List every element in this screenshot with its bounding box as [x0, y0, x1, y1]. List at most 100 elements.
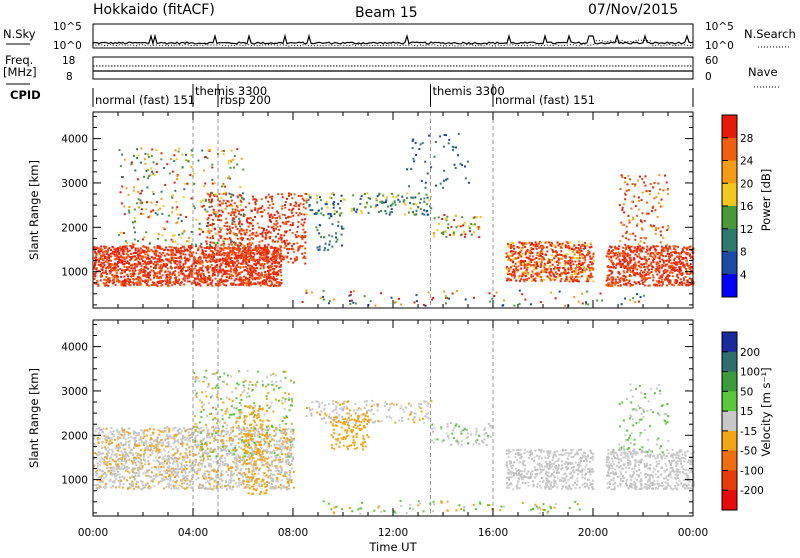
range-gate-cell: [127, 278, 129, 280]
range-gate-cell: [159, 270, 161, 272]
range-gate-cell: [191, 154, 193, 156]
range-gate-cell: [256, 259, 258, 261]
range-gate-cell: [438, 216, 440, 218]
range-gate-cell: [640, 296, 642, 298]
range-gate-cell: [512, 261, 514, 263]
range-gate-cell: [413, 158, 415, 160]
range-gate-cell: [569, 242, 571, 244]
range-gate-cell: [105, 276, 107, 278]
range-gate-cell: [308, 194, 310, 196]
range-gate-cell: [645, 261, 647, 263]
range-gate-cell: [341, 195, 343, 197]
range-gate-cell: [240, 195, 242, 197]
range-gate-cell: [648, 269, 650, 271]
range-gate-cell: [202, 262, 204, 264]
range-gate-cell: [592, 256, 594, 258]
range-gate-cell: [259, 233, 261, 235]
range-gate-cell: [408, 185, 410, 187]
range-gate-cell: [569, 259, 571, 261]
range-gate-cell: [293, 205, 295, 207]
range-gate-cell: [629, 258, 631, 260]
range-gate-cell: [341, 228, 343, 230]
range-gate-cell: [520, 268, 522, 270]
range-gate-cell: [291, 468, 293, 470]
range-gate-cell: [147, 177, 149, 179]
range-gate-cell: [128, 212, 130, 214]
range-gate-cell: [172, 259, 174, 261]
range-gate-cell: [341, 226, 343, 228]
range-gate-cell: [222, 258, 224, 260]
range-gate-cell: [149, 428, 151, 430]
range-gate-cell: [124, 263, 126, 265]
range-gate-cell: [181, 220, 183, 222]
range-gate-cell: [284, 247, 286, 249]
range-gate-cell: [126, 266, 128, 268]
range-gate-cell: [659, 188, 661, 190]
range-gate-cell: [565, 262, 567, 264]
range-gate-cell: [200, 280, 202, 282]
range-gate-cell: [143, 275, 145, 277]
range-gate-cell: [565, 278, 567, 280]
range-gate-cell: [553, 268, 555, 270]
range-gate-cell: [124, 260, 126, 262]
range-gate-cell: [427, 173, 429, 175]
range-gate-cell: [232, 159, 234, 161]
range-gate-cell: [284, 214, 286, 216]
range-gate-cell: [225, 192, 227, 194]
range-gate-cell: [587, 252, 589, 254]
range-gate-cell: [249, 230, 251, 232]
range-gate-cell: [659, 261, 661, 263]
range-gate-cell: [208, 228, 210, 230]
range-gate-cell: [649, 193, 651, 195]
range-gate-cell: [131, 162, 133, 164]
range-gate-cell: [238, 223, 240, 225]
range-gate-cell: [613, 282, 615, 284]
range-gate-cell: [220, 237, 222, 239]
range-gate-cell: [172, 207, 174, 209]
range-gate-cell: [645, 274, 647, 276]
range-gate-cell: [236, 234, 238, 236]
range-gate-cell: [352, 302, 354, 304]
range-gate-cell: [676, 261, 678, 263]
range-gate-cell: [469, 227, 471, 229]
range-gate-cell: [167, 279, 169, 281]
range-gate-cell: [244, 254, 246, 256]
range-gate-cell: [268, 275, 270, 277]
range-gate-cell: [251, 283, 253, 285]
range-gate-cell: [626, 279, 628, 281]
range-gate-cell: [239, 186, 241, 188]
range-gate-cell: [551, 243, 553, 245]
range-gate-cell: [519, 290, 521, 292]
range-gate-cell: [231, 205, 233, 207]
range-gate-cell: [306, 198, 308, 200]
range-gate-cell: [361, 212, 363, 214]
range-gate-cell: [578, 263, 580, 265]
range-gate-cell: [157, 214, 159, 216]
range-gate-cell: [632, 217, 634, 219]
freq-tick-low: 8: [66, 71, 73, 83]
range-gate-cell: [112, 267, 114, 269]
range-gate-cell: [654, 182, 656, 184]
range-gate-cell: [248, 280, 250, 282]
range-gate-cell: [661, 199, 663, 201]
range-gate-cell: [647, 271, 649, 273]
range-gate-cell: [161, 254, 163, 256]
range-gate-cell: [408, 212, 410, 214]
range-gate-cell: [153, 282, 155, 284]
range-gate-cell: [306, 200, 308, 202]
range-gate-cell: [215, 249, 217, 251]
range-gate-cell: [299, 212, 301, 214]
range-gate-cell: [549, 265, 551, 267]
range-gate-cell: [398, 298, 400, 300]
range-gate-cell: [297, 214, 299, 216]
range-gate-cell: [645, 185, 647, 187]
range-gate-cell: [141, 265, 143, 267]
range-gate-cell: [293, 243, 295, 245]
range-gate-cell: [106, 253, 108, 255]
range-gate-cell: [311, 292, 313, 294]
range-gate-cell: [634, 262, 636, 264]
range-gate-cell: [658, 202, 660, 204]
range-gate-cell: [292, 224, 294, 226]
range-gate-cell: [235, 209, 237, 211]
range-gate-cell: [220, 228, 222, 230]
